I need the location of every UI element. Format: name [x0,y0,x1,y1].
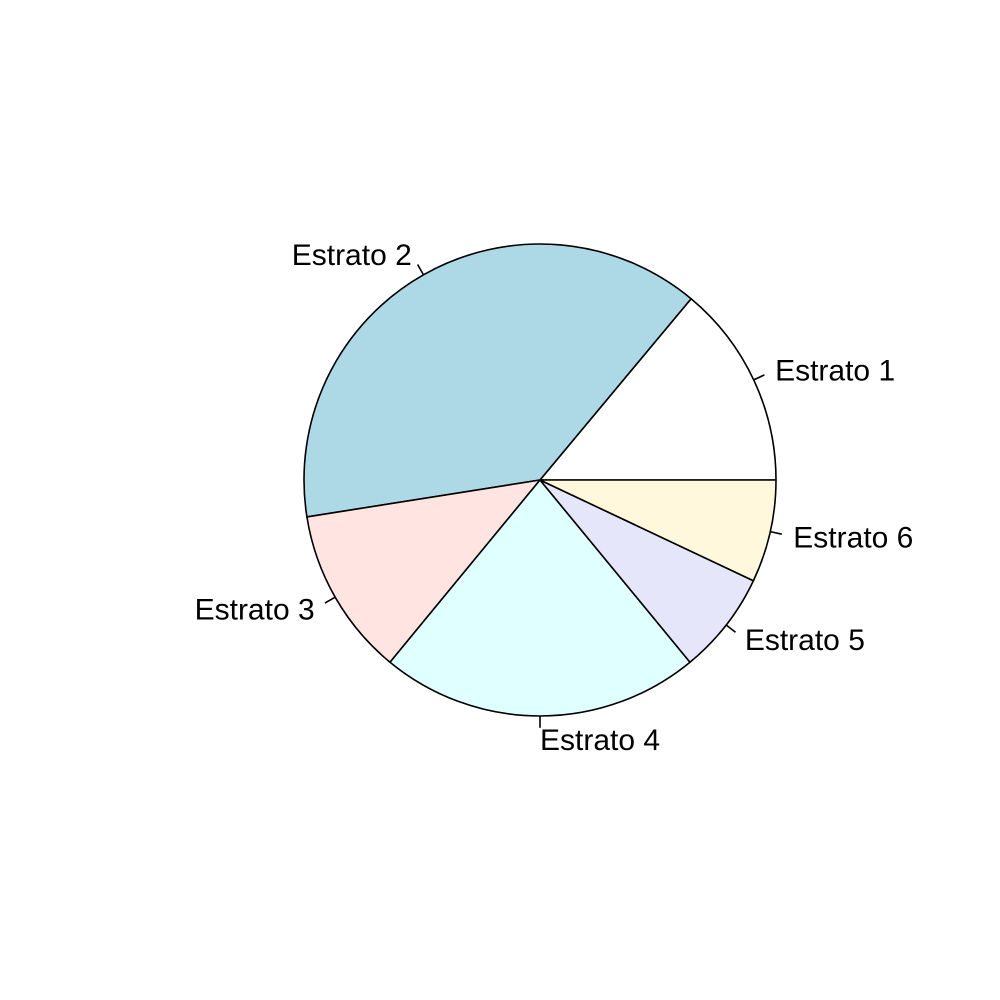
pie-slices [303,243,777,717]
slice-labels: Estrato 1 Estrato 2 Estrato 3 Estrato 4 Estr… [195,239,914,757]
slice-label-6: Estrato 6 [793,521,913,554]
label-tick-3 [324,596,336,604]
label-tick-6 [770,530,782,535]
label-tick-5 [725,624,737,633]
pie-slice-5 [539,479,755,663]
slice-label-3: Estrato 3 [195,593,315,626]
slice-label-2: Estrato 2 [292,239,412,272]
slice-label-4: Estrato 4 [540,724,660,757]
slice-label-5: Estrato 5 [745,624,865,657]
pie-slice-6 [539,479,777,582]
pie-slice-1 [539,297,777,481]
pie-slice-3 [306,479,541,663]
label-ticks [324,264,782,728]
slice-label-1: Estrato 1 [775,354,895,387]
label-tick-2 [416,264,425,276]
pie-slice-2 [303,243,692,518]
label-tick-1 [753,374,765,381]
pie-slice-4 [389,479,691,717]
